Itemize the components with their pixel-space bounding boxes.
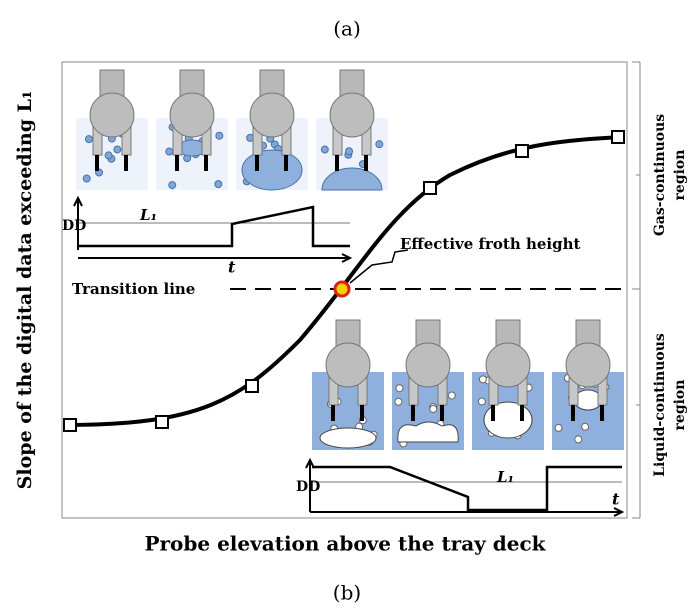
droplet xyxy=(215,131,224,140)
probe-tip xyxy=(175,155,179,171)
bubble xyxy=(394,397,403,406)
droplet xyxy=(168,181,177,190)
bubble xyxy=(574,435,583,444)
bubble xyxy=(581,422,590,431)
probe-head xyxy=(89,92,135,138)
probe-head xyxy=(405,342,451,388)
region-label: Gas-continuous xyxy=(652,114,668,236)
inset-y-label: DD xyxy=(296,479,320,495)
droplet xyxy=(375,140,384,149)
panel-label: (a) xyxy=(333,17,361,41)
schematics xyxy=(76,69,624,450)
region-label: Liquid-continuous xyxy=(652,333,668,477)
inset-gas xyxy=(73,195,353,263)
y-axis-label: Slope of the digital data exceeding L₁ xyxy=(14,91,36,490)
x-axis-label: Probe elevation above the tray deck xyxy=(144,532,546,556)
inset-x-label: t xyxy=(228,258,236,277)
probe-tip xyxy=(255,155,259,171)
inset-x-label: t xyxy=(612,490,620,509)
probe-tip xyxy=(360,405,364,421)
probe-tip xyxy=(95,155,99,171)
liquid-blob xyxy=(241,149,303,191)
probe-tip xyxy=(204,155,208,171)
probe-tip xyxy=(571,405,575,421)
probe-tip xyxy=(411,405,415,421)
panel-label: (b) xyxy=(333,581,361,605)
transition-label: Transition line xyxy=(72,280,195,298)
gas-blob xyxy=(319,427,377,449)
plot-frame xyxy=(61,61,628,519)
bubble xyxy=(395,384,404,393)
probe-tip xyxy=(364,155,368,171)
inset-liquid xyxy=(305,457,625,517)
probe-tip xyxy=(491,405,495,421)
region-brackets xyxy=(632,61,641,519)
froth-point xyxy=(333,280,351,298)
probe-head xyxy=(485,342,531,388)
probe-tip xyxy=(440,405,444,421)
froth-label: Effective froth height xyxy=(400,235,580,253)
droplet xyxy=(113,145,122,154)
inset-level: L₁ xyxy=(139,206,157,224)
droplet xyxy=(104,151,113,160)
bubble xyxy=(429,404,438,413)
probe-head xyxy=(169,92,215,138)
droplet xyxy=(165,147,174,156)
inset-level: L₁ xyxy=(496,468,514,486)
probe-tip xyxy=(600,405,604,421)
liquid-blob xyxy=(321,167,383,191)
droplet xyxy=(84,135,93,144)
bubble xyxy=(554,423,563,432)
bubble xyxy=(447,391,456,400)
inset-y-label: DD xyxy=(62,218,86,234)
droplet xyxy=(320,145,329,154)
bubble xyxy=(477,397,486,406)
probe-tip xyxy=(520,405,524,421)
curve-markers xyxy=(63,130,625,432)
probe-tip xyxy=(124,155,128,171)
probe-tip xyxy=(335,155,339,171)
probe-head xyxy=(565,342,611,388)
bubble xyxy=(478,375,487,384)
droplet xyxy=(214,180,223,189)
probe-tip xyxy=(284,155,288,171)
probe-head xyxy=(329,92,375,138)
region-label: region xyxy=(672,380,688,431)
pointer xyxy=(349,249,409,284)
droplet xyxy=(345,147,354,156)
gas-blob xyxy=(397,421,459,443)
droplet xyxy=(82,174,91,183)
region-label: region xyxy=(672,150,688,201)
probe-tip xyxy=(331,405,335,421)
probe-head xyxy=(325,342,371,388)
probe-head xyxy=(249,92,295,138)
